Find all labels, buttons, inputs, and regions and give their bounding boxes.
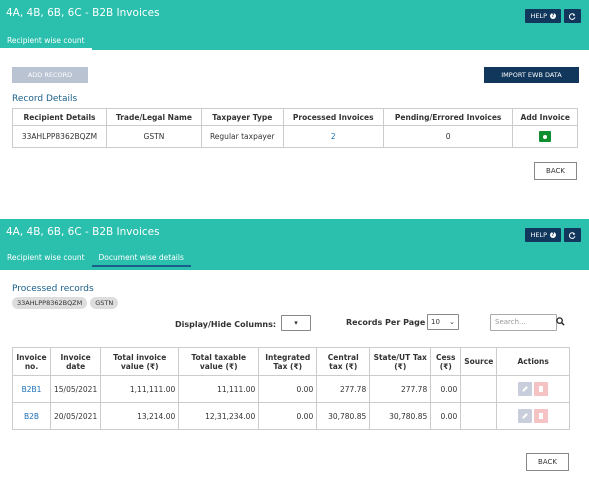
delete-icon[interactable] bbox=[534, 382, 549, 396]
chevron-down-icon: ⌄ bbox=[449, 318, 455, 326]
back-button[interactable]: BACK bbox=[526, 453, 569, 471]
cess-cell: 0.00 bbox=[430, 375, 462, 403]
column-header: Invoice date bbox=[49, 347, 102, 376]
table-row: B2B 20/05/2021 13,214.00 12,31,234.00 0.… bbox=[12, 402, 570, 430]
invoice-date-cell: 15/05/2021 bbox=[49, 375, 102, 403]
records-per-page-select[interactable]: 10 ⌄ bbox=[427, 314, 459, 330]
refresh-icon bbox=[569, 12, 576, 20]
column-header: Cess (₹) bbox=[430, 347, 462, 376]
taxable-value-cell: 11,111.00 bbox=[178, 375, 260, 403]
record-details-title: Record Details bbox=[12, 94, 78, 104]
back-button[interactable]: BACK bbox=[534, 162, 577, 180]
total-value-cell: 1,11,111.00 bbox=[100, 375, 180, 403]
refresh-button[interactable] bbox=[564, 9, 581, 23]
add-record-button[interactable]: ADD RECORD bbox=[12, 67, 88, 83]
help-label: HELP bbox=[530, 12, 547, 20]
cgst-cell: 277.78 bbox=[316, 375, 371, 403]
cgst-cell: 30,780.85 bbox=[316, 402, 371, 430]
taxpayer-type-cell: Regular taxpayer bbox=[200, 125, 284, 148]
sgst-cell: 277.78 bbox=[369, 375, 432, 403]
question-icon: ? bbox=[550, 13, 556, 19]
column-header: Source bbox=[460, 347, 498, 376]
search-input[interactable]: Search... bbox=[490, 314, 557, 331]
total-value-cell: 13,214.00 bbox=[100, 402, 180, 430]
table-row: B2B1 15/05/2021 1,11,111.00 11,111.00 0.… bbox=[12, 375, 570, 403]
column-header: Recipient Details bbox=[11, 108, 108, 126]
column-header: Central tax (₹) bbox=[316, 347, 371, 376]
delete-icon[interactable] bbox=[534, 409, 549, 423]
help-button[interactable]: HELP ? bbox=[525, 9, 561, 23]
help-label: HELP bbox=[530, 231, 547, 239]
column-header: Total taxable value (₹) bbox=[178, 347, 260, 376]
edit-icon[interactable] bbox=[518, 409, 533, 423]
tab-recipient-wise-count[interactable]: Recipient wise count bbox=[7, 253, 85, 262]
refresh-button[interactable] bbox=[564, 228, 581, 242]
column-header: Total invoice value (₹) bbox=[100, 347, 180, 376]
import-ewb-data-button[interactable]: IMPORT EWB DATA bbox=[484, 67, 579, 83]
column-header: Integrated Tax (₹) bbox=[258, 347, 318, 376]
display-hide-columns-label: Display/Hide Columns: bbox=[175, 320, 277, 329]
recipient-cell: 33AHLPP8362BQZM bbox=[11, 125, 108, 148]
table-row: 33AHLPP8362BQZM GSTN Regular taxpayer 2 … bbox=[11, 125, 578, 148]
column-header: Add Invoice bbox=[512, 108, 578, 126]
source-cell bbox=[460, 375, 498, 403]
filter-chips: 33AHLPP8362BQZM GSTN bbox=[12, 297, 119, 309]
edit-icon[interactable] bbox=[518, 382, 533, 396]
record-details-table: Recipient Details Trade/Legal Name Taxpa… bbox=[11, 108, 578, 148]
processed-invoices-link[interactable]: 2 bbox=[330, 132, 336, 141]
column-header: Trade/Legal Name bbox=[106, 108, 202, 126]
add-invoice-button[interactable] bbox=[539, 131, 552, 142]
chip-recipient: 33AHLPP8362BQZM bbox=[12, 297, 88, 309]
column-header: Invoice no. bbox=[12, 347, 51, 376]
panel-header: 4A, 4B, 6B, 6C - B2B Invoices HELP ? Rec… bbox=[0, 0, 589, 50]
trade-name-cell: GSTN bbox=[106, 125, 202, 148]
processed-records-title: Processed records bbox=[12, 284, 94, 294]
actions-cell bbox=[496, 402, 570, 430]
page-title: 4A, 4B, 6B, 6C - B2B Invoices bbox=[6, 7, 160, 19]
panel-header: 4A, 4B, 6B, 6C - B2B Invoices HELP ? Rec… bbox=[0, 219, 589, 267]
question-icon: ? bbox=[550, 232, 556, 238]
tab-recipient-wise-count[interactable]: Recipient wise count bbox=[0, 32, 92, 50]
tab-document-wise-details[interactable]: Document wise details bbox=[91, 249, 191, 267]
search-icon[interactable] bbox=[556, 317, 565, 326]
processed-records-table: Invoice no. Invoice date Total invoice v… bbox=[12, 347, 570, 430]
column-header: Taxpayer Type bbox=[200, 108, 284, 126]
help-button[interactable]: HELP ? bbox=[525, 228, 561, 242]
refresh-icon bbox=[569, 231, 576, 239]
recipient-wise-panel: 4A, 4B, 6B, 6C - B2B Invoices HELP ? Rec… bbox=[0, 0, 589, 200]
chip-trade-name: GSTN bbox=[90, 297, 119, 309]
column-header: Pending/Errored Invoices bbox=[382, 108, 514, 126]
igst-cell: 0.00 bbox=[258, 402, 318, 430]
sgst-cell: 30,780.85 bbox=[369, 402, 432, 430]
display-hide-columns-dropdown[interactable]: ▾ bbox=[281, 315, 311, 331]
actions-cell bbox=[496, 375, 570, 403]
records-per-page-value: 10 bbox=[431, 318, 440, 326]
page-title: 4A, 4B, 6B, 6C - B2B Invoices bbox=[6, 226, 160, 238]
chevron-down-icon: ▾ bbox=[294, 319, 298, 327]
column-header: Processed Invoices bbox=[282, 108, 384, 126]
invoice-number-link[interactable]: B2B bbox=[23, 411, 40, 421]
source-cell bbox=[460, 402, 498, 430]
pending-invoices-cell: 0 bbox=[382, 125, 514, 148]
taxable-value-cell: 12,31,234.00 bbox=[178, 402, 260, 430]
header-divider bbox=[0, 267, 589, 270]
column-header: State/UT Tax (₹) bbox=[369, 347, 432, 376]
column-header: Actions bbox=[496, 347, 570, 376]
invoice-date-cell: 20/05/2021 bbox=[49, 402, 102, 430]
igst-cell: 0.00 bbox=[258, 375, 318, 403]
cess-cell: 0.00 bbox=[430, 402, 462, 430]
invoice-number-link[interactable]: B2B1 bbox=[21, 384, 42, 394]
records-per-page-label: Records Per Page : bbox=[346, 318, 432, 327]
